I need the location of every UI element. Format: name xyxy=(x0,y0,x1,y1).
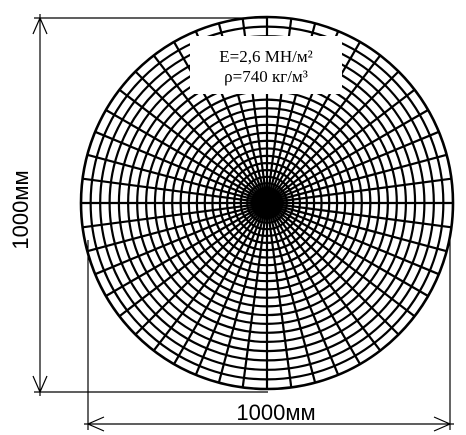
mesh-spoke xyxy=(266,201,440,276)
mesh-spoke xyxy=(134,202,268,336)
mesh-spoke xyxy=(266,202,382,352)
mesh-spoke xyxy=(265,202,317,383)
width-dimension xyxy=(84,240,454,432)
mesh-spoke xyxy=(266,202,429,297)
mesh-spoke xyxy=(173,41,268,204)
mesh-spoke xyxy=(266,54,382,204)
density-label: ρ=740 кг/м³ xyxy=(224,67,308,86)
mesh-spoke xyxy=(266,202,361,365)
mesh-spoke xyxy=(87,201,268,253)
width-arrow-left xyxy=(86,416,105,432)
mesh-spoke xyxy=(241,202,269,388)
mesh-spoke xyxy=(134,70,268,204)
mesh-spoke xyxy=(266,153,447,205)
mesh-spoke xyxy=(94,201,268,276)
mesh-spoke xyxy=(173,202,268,365)
mesh-spoke xyxy=(87,153,268,205)
mesh-spoke xyxy=(266,201,447,253)
mesh-spoke xyxy=(105,202,268,297)
mesh-spoke xyxy=(82,201,268,229)
mesh-spoke xyxy=(152,202,268,352)
modulus-label: E=2,6 МН/м² xyxy=(219,47,312,66)
width-arrow-right xyxy=(433,416,452,432)
height-dimension xyxy=(32,14,268,396)
mesh-spoke xyxy=(82,177,268,205)
mesh-spoke xyxy=(266,41,361,204)
properties-box xyxy=(190,36,342,94)
mesh-spoke xyxy=(266,177,452,205)
mesh-spoke xyxy=(265,202,340,376)
mesh-spoke xyxy=(217,202,269,383)
height-arrow-top xyxy=(32,16,48,35)
mesh-spoke xyxy=(266,201,452,229)
mesh-spoke xyxy=(266,88,416,204)
mesh-spoke xyxy=(118,88,268,204)
mesh-spoke xyxy=(266,202,416,318)
height-label: 1000мм xyxy=(8,170,33,249)
mesh-spoke xyxy=(266,202,400,336)
mesh-core xyxy=(251,187,283,219)
mesh-spoke xyxy=(266,130,440,205)
mesh-spoke xyxy=(152,54,268,204)
mesh-spoke xyxy=(265,202,293,388)
width-label: 1000мм xyxy=(236,400,315,425)
mesh-spoke xyxy=(266,70,400,204)
mesh-spoke xyxy=(118,202,268,318)
mesh-spoke xyxy=(194,202,269,376)
mesh-spoke xyxy=(105,109,268,204)
mesh-spoke xyxy=(94,130,268,205)
height-arrow-bottom xyxy=(32,375,48,394)
mesh-spoke xyxy=(266,109,429,204)
